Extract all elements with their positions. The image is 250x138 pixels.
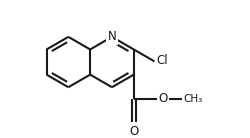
Text: N: N: [108, 30, 116, 43]
Text: O: O: [158, 92, 168, 105]
Text: O: O: [129, 125, 138, 138]
Text: Cl: Cl: [156, 54, 168, 67]
Text: CH₃: CH₃: [183, 94, 202, 104]
